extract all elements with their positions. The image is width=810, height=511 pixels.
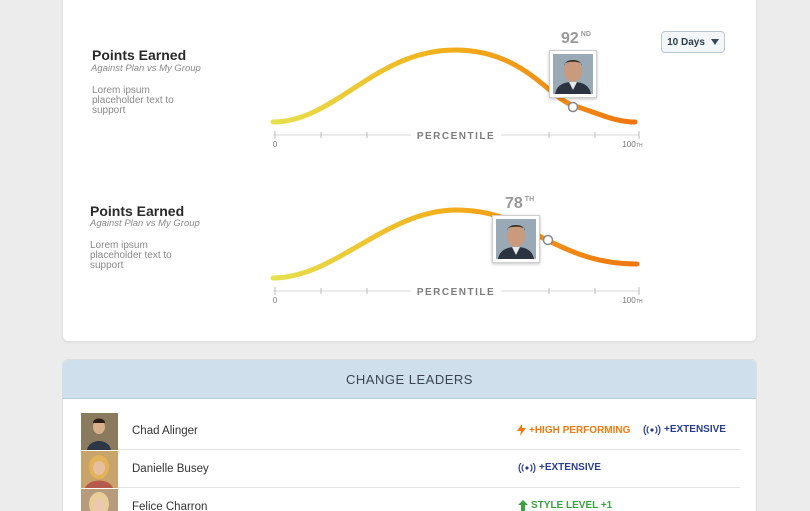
leader-row[interactable]: Danielle Busey +EXTENSIVE [81, 450, 740, 488]
axis-label: PERCENTILE [417, 131, 495, 142]
axis-min-label: 0 [273, 140, 278, 149]
user-photo [549, 50, 597, 98]
percentile-rank: 92 ND [561, 30, 591, 47]
section-subtitle: Against Plan vs My Group [91, 63, 201, 74]
change-leaders-header: CHANGE LEADERS [63, 360, 756, 399]
section-description: Lorem ipsum placeholder text to support [92, 85, 174, 116]
broadcast-icon [518, 462, 536, 473]
caret-down-icon [710, 39, 719, 45]
axis-label: PERCENTILE [417, 287, 495, 298]
user-photo [492, 215, 540, 263]
percentile-rank: 78 TH [505, 195, 535, 212]
high-performing-badge: +HIGH PERFORMING [517, 424, 630, 436]
avatar [81, 489, 118, 511]
arrow-up-icon [518, 500, 528, 511]
lightning-icon [517, 424, 526, 436]
leader-name[interactable]: Felice Charron [132, 501, 208, 511]
percentile-marker [542, 234, 554, 246]
axis-max-suffix: TH [636, 299, 643, 305]
section-title: Points Earned [90, 203, 185, 219]
period-dropdown[interactable]: 10 Days [661, 31, 725, 53]
broadcast-icon [643, 424, 661, 435]
axis-max-label: 100 [622, 296, 636, 305]
leader-name[interactable]: Chad Alinger [132, 425, 198, 437]
change-leaders-card: CHANGE LEADERS Chad Alinger +HIGH PERFOR… [62, 359, 757, 511]
section-description: Lorem ipsum placeholder text to support [90, 240, 172, 271]
percentile-chart: PERCENTILE 0 100 TH [270, 207, 643, 305]
portrait-image [496, 219, 536, 259]
extensive-badge: +EXTENSIVE [518, 462, 601, 473]
leader-row[interactable]: Chad Alinger +HIGH PERFORMING +EXTENSIVE [81, 412, 740, 450]
distribution-curve [270, 207, 640, 281]
axis-max-suffix: TH [636, 143, 643, 149]
percentile-marker [567, 101, 579, 113]
period-dropdown-label: 10 Days [667, 36, 705, 48]
extensive-badge: +EXTENSIVE [643, 424, 726, 435]
leader-name[interactable]: Danielle Busey [132, 463, 209, 475]
percentile-chart: PERCENTILE 0 100 TH [270, 47, 643, 149]
avatar [81, 413, 118, 450]
leader-row[interactable]: Felice Charron STYLE LEVEL +1 [81, 488, 740, 511]
distribution-curve [270, 47, 638, 125]
axis-max-label: 100 [622, 140, 636, 149]
portrait-image [553, 54, 593, 94]
section-title: Points Earned [92, 47, 187, 63]
avatar [81, 451, 118, 488]
section-subtitle: Against Plan vs My Group [90, 218, 200, 229]
style-level-badge: STYLE LEVEL +1 [518, 500, 612, 511]
axis-min-label: 0 [273, 296, 278, 305]
